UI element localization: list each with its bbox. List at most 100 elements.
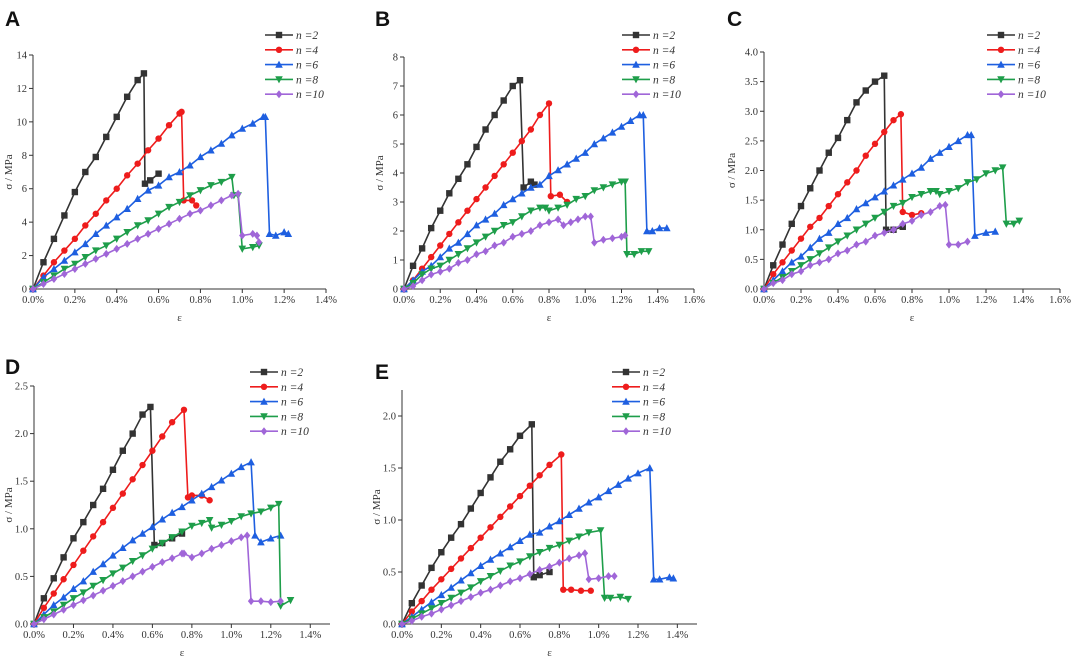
data-point — [967, 130, 975, 139]
y-tick-label: 1.5 — [383, 464, 396, 475]
x-tick-label: 0.8% — [189, 295, 211, 306]
series-n2 — [398, 421, 553, 628]
y-tick-label: 2.5 — [745, 136, 758, 147]
data-point — [40, 279, 47, 288]
data-point — [50, 575, 57, 582]
data-point — [595, 574, 602, 583]
data-point — [463, 245, 472, 253]
data-point — [155, 224, 162, 233]
data-point — [844, 179, 851, 186]
data-point — [71, 188, 79, 196]
data-point — [30, 620, 38, 628]
data-point — [482, 247, 489, 256]
series-n10 — [398, 549, 618, 628]
y-tick-label: 5 — [393, 140, 398, 151]
data-point — [477, 489, 484, 497]
y-tick-label: 2.0 — [745, 166, 758, 177]
data-point — [816, 214, 823, 222]
data-point — [806, 243, 815, 251]
data-point — [81, 239, 90, 248]
legend-label: n =8 — [296, 74, 318, 86]
y-axis-label: σ / MPa — [374, 155, 386, 190]
x-tick-label: 1.0% — [938, 295, 960, 306]
data-point — [890, 225, 897, 234]
x-tick-label: 0.2% — [63, 630, 85, 641]
data-point — [526, 570, 534, 579]
data-point — [148, 545, 157, 553]
data-point — [92, 254, 99, 263]
data-point — [1015, 217, 1024, 225]
legend-label: n =4 — [281, 382, 303, 394]
data-point — [626, 116, 635, 124]
data-point — [123, 228, 131, 237]
data-point — [908, 193, 916, 202]
data-point — [554, 166, 562, 174]
legend-item: n =8 — [987, 74, 1040, 86]
data-point — [596, 527, 605, 535]
legend-item: n =10 — [622, 89, 681, 101]
data-point — [207, 201, 215, 210]
data-point — [103, 197, 110, 204]
legend-label: n =2 — [281, 367, 303, 379]
legend-label: n =4 — [296, 45, 318, 57]
legend-item: n =4 — [250, 382, 303, 394]
data-point — [71, 235, 79, 243]
data-point — [238, 124, 247, 132]
data-point — [545, 522, 554, 530]
data-point — [574, 215, 582, 224]
data-point — [616, 593, 625, 601]
data-point — [69, 595, 78, 603]
data-point — [623, 251, 631, 259]
legend-item: n =8 — [622, 74, 675, 86]
data-point — [585, 575, 593, 584]
data-point — [487, 474, 494, 481]
data-point — [530, 574, 537, 581]
data-point — [446, 190, 453, 197]
data-point — [286, 597, 295, 605]
legend-label: n =4 — [643, 382, 665, 394]
data-point — [437, 242, 444, 249]
data-point — [655, 224, 664, 232]
data-point — [139, 461, 146, 469]
y-axis-label: σ / MPa — [3, 154, 15, 189]
x-tick-label: 0.8% — [181, 630, 203, 641]
data-point — [408, 616, 416, 625]
data-point — [238, 533, 245, 542]
data-point — [207, 482, 216, 491]
data-point — [611, 572, 618, 581]
data-point — [454, 238, 463, 246]
x-axis-label: ε — [547, 647, 552, 659]
data-point — [1009, 220, 1018, 228]
legend-marker — [260, 427, 268, 436]
series-line — [763, 113, 922, 290]
data-point — [50, 235, 58, 243]
data-point — [144, 186, 152, 194]
data-point — [527, 126, 535, 133]
y-tick-label: 2 — [22, 251, 27, 262]
data-point — [599, 134, 608, 142]
data-point — [497, 513, 504, 521]
data-point — [165, 173, 173, 181]
data-point — [276, 531, 285, 539]
data-point — [898, 175, 907, 183]
data-point — [147, 403, 154, 411]
data-point — [491, 172, 498, 180]
series-line — [33, 408, 211, 625]
data-point — [917, 191, 926, 199]
data-point — [935, 191, 944, 199]
data-point — [99, 586, 107, 595]
data-point — [40, 615, 48, 624]
data-point — [89, 567, 97, 575]
data-point — [437, 590, 446, 599]
data-point — [843, 232, 852, 240]
x-tick-label: 1.2% — [611, 295, 633, 306]
x-tick-label: 1.0% — [220, 630, 242, 641]
data-point — [119, 447, 126, 454]
data-point — [527, 178, 535, 185]
x-tick-label: 0.6% — [502, 295, 524, 306]
data-point — [81, 254, 90, 262]
data-point — [196, 152, 205, 161]
data-point — [149, 447, 156, 454]
x-tick-label: 0.4% — [102, 630, 124, 641]
